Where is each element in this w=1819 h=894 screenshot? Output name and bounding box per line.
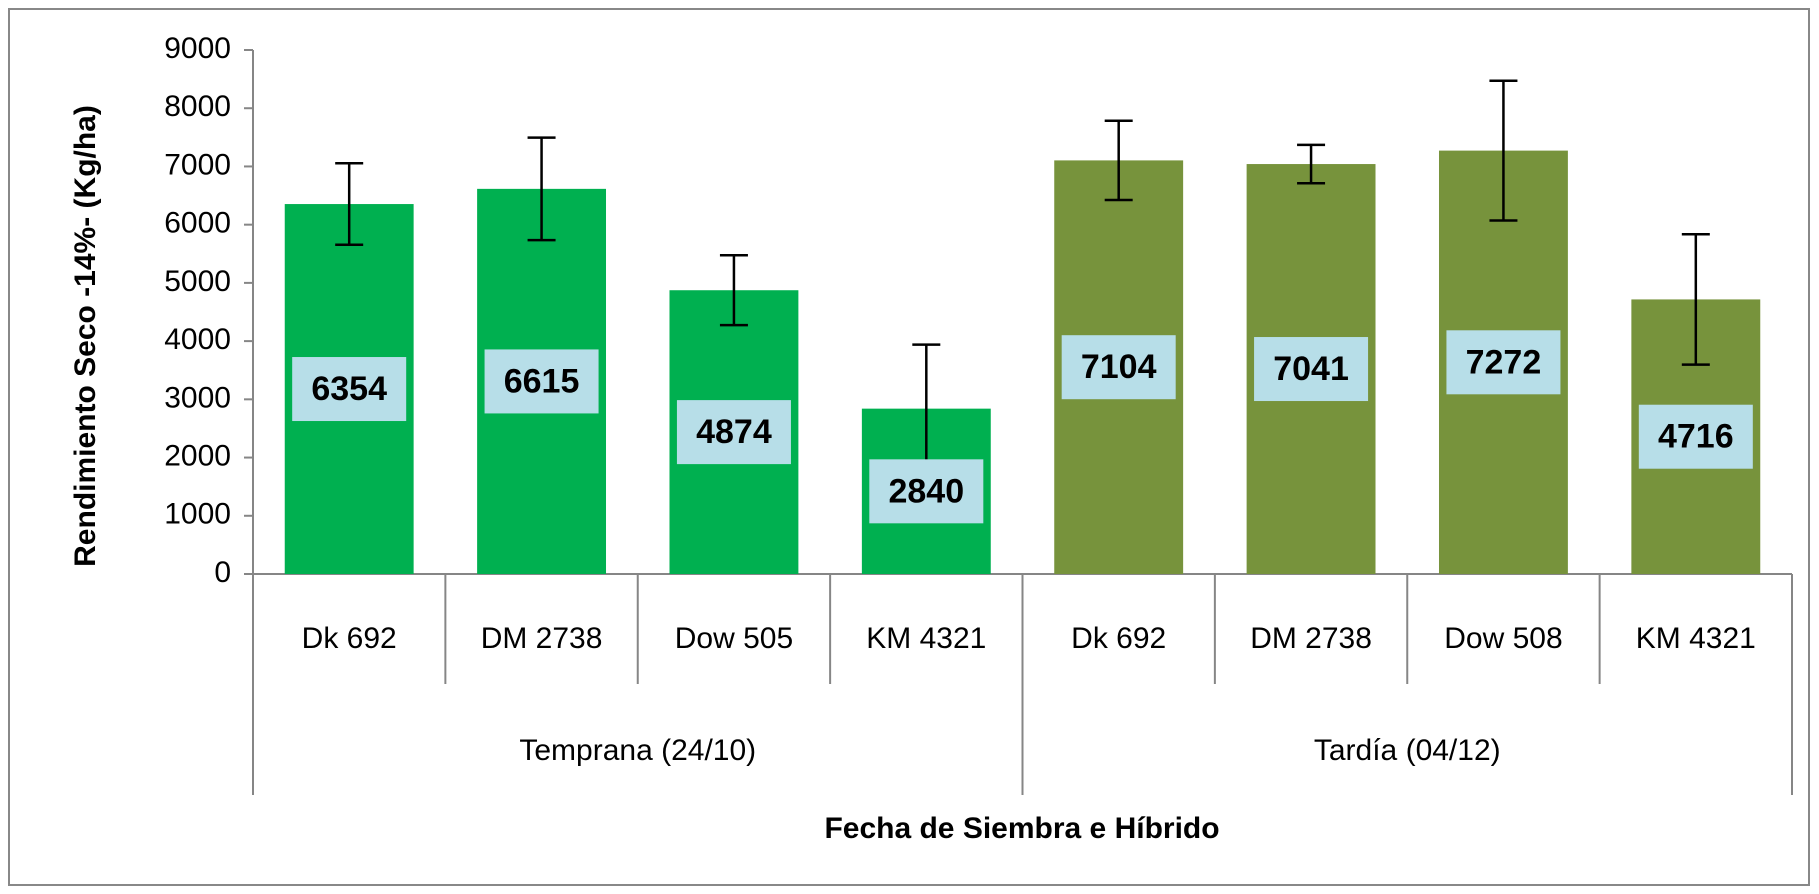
data-label-box	[1446, 330, 1561, 395]
error-bar	[1104, 119, 1133, 202]
x-tick-label: KM 4321	[866, 622, 986, 655]
data-label: 4716	[1658, 418, 1734, 456]
data-label-box	[676, 400, 791, 465]
x-tick-label: Dk 692	[302, 622, 397, 655]
data-label-box	[1061, 335, 1176, 400]
data-label: 6615	[504, 362, 580, 400]
x-tick-label: Dow 505	[675, 622, 793, 655]
data-label: 7104	[1081, 348, 1157, 386]
data-label-box	[1254, 337, 1369, 402]
data-label-box	[869, 459, 984, 524]
error-bar	[719, 254, 748, 327]
y-tick-label: 0	[214, 556, 231, 589]
data-label-box	[484, 349, 599, 414]
y-tick-label: 4000	[164, 323, 231, 356]
data-label: 6354	[311, 370, 387, 408]
error-bar	[527, 136, 556, 242]
error-bar	[1681, 232, 1710, 366]
data-label: 7272	[1466, 343, 1542, 381]
y-tick-label: 9000	[164, 32, 231, 65]
x-tick-label: Dow 508	[1444, 622, 1562, 655]
data-label: 2840	[888, 472, 964, 510]
data-label-box	[292, 357, 407, 422]
data-label: 4874	[696, 413, 772, 451]
y-tick-label: 8000	[164, 90, 231, 123]
y-tick-label: 6000	[164, 207, 231, 240]
x-tick-label: Dk 692	[1071, 622, 1166, 655]
group-label: Temprana (24/10)	[519, 734, 756, 767]
y-tick-label: 1000	[164, 498, 231, 531]
error-bar	[1297, 143, 1326, 185]
y-tick-label: 7000	[164, 148, 231, 181]
x-tick-label: KM 4321	[1636, 622, 1756, 655]
y-tick-label: 5000	[164, 265, 231, 298]
group-label: Tardía (04/12)	[1314, 734, 1501, 767]
x-tick-label: DM 2738	[1250, 622, 1372, 655]
x-axis-title: Fecha de Siembra e Híbrido	[824, 812, 1219, 845]
data-label: 7041	[1273, 350, 1349, 388]
error-bar	[335, 162, 364, 247]
y-tick-label: 2000	[164, 439, 231, 472]
y-tick-label: 3000	[164, 381, 231, 414]
y-axis-title: Rendimiento Seco -14%- (Kg/ha)	[69, 105, 102, 567]
x-tick-label: DM 2738	[481, 622, 603, 655]
data-label-box	[1638, 404, 1753, 469]
error-bar	[1489, 79, 1518, 222]
